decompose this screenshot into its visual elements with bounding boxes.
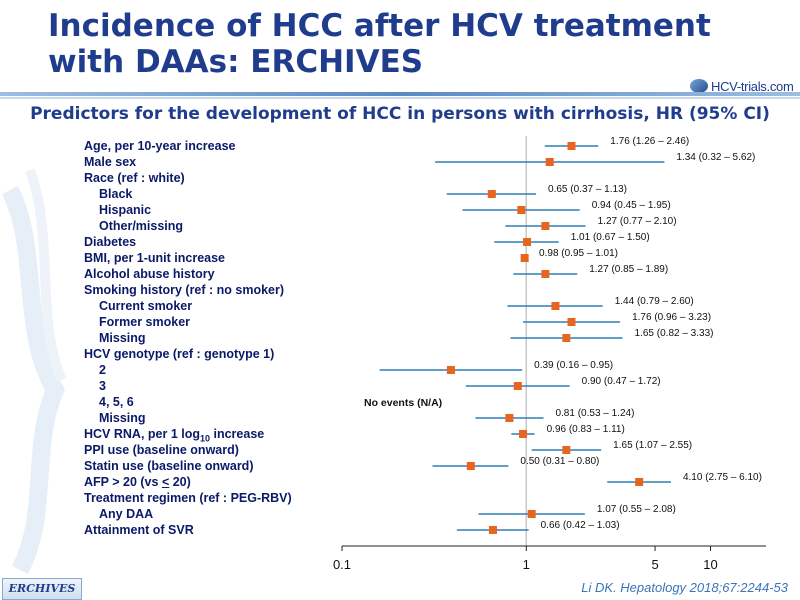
logo-icon (690, 79, 708, 93)
study-badge: ERCHIVES (2, 578, 82, 600)
logo-text: HCV-trials.com (711, 78, 794, 94)
hr-value-label: 1.01 (0.67 – 1.50) (571, 232, 650, 243)
row-label: PPI use (baseline onward) (84, 443, 239, 457)
hr-value-label: 4.10 (2.75 – 6.10) (683, 472, 762, 483)
row-label: Male sex (84, 155, 137, 169)
hr-marker (518, 430, 527, 438)
hr-value-label: 0.90 (0.47 – 1.72) (582, 376, 661, 387)
header-divider (0, 92, 800, 96)
row-label: HCV RNA, per 1 log10 increase (84, 427, 265, 444)
hr-marker (513, 382, 522, 390)
background-watermark-icon (1, 168, 67, 575)
hr-value-label: 0.81 (0.53 – 1.24) (555, 408, 634, 419)
hr-marker (545, 158, 554, 166)
hr-value-label: 1.27 (0.85 – 1.89) (589, 264, 668, 275)
row-label: BMI, per 1-unit increase (84, 251, 226, 265)
row-label: Race (ref : white) (84, 171, 185, 185)
row-label: AFP > 20 (vs < 20) (84, 475, 191, 489)
hr-value-label: 0.94 (0.45 – 1.95) (592, 200, 671, 211)
hr-marker (523, 238, 532, 246)
hr-value-label: 1.07 (0.55 – 2.08) (597, 504, 676, 515)
slide-title: Incidence of HCC after HCV treatment wit… (48, 8, 711, 80)
chart-subtitle: Predictors for the development of HCC in… (30, 104, 770, 124)
hr-marker (541, 222, 550, 230)
hr-marker (562, 446, 571, 454)
row-label: Attainment of SVR (84, 523, 194, 537)
source-citation: Li DK. Hepatology 2018;67:2244-53 (581, 580, 788, 595)
no-events-label: No events (N/A) (364, 397, 442, 409)
hr-value-label: 0.39 (0.16 – 0.95) (534, 360, 613, 371)
hr-marker (446, 366, 455, 374)
hr-marker (489, 526, 498, 534)
row-label: Other/missing (99, 219, 184, 233)
hr-marker (567, 142, 576, 150)
row-label: Missing (99, 331, 146, 345)
row-label: Age, per 10-year increase (84, 139, 236, 153)
hr-marker (551, 302, 560, 310)
row-label: Hispanic (99, 203, 152, 217)
row-label: Treatment regimen (ref : PEG-RBV) (84, 491, 292, 505)
x-tick-label: 1 (523, 557, 530, 572)
hr-value-label: 1.76 (1.26 – 2.46) (610, 136, 689, 147)
hr-marker (541, 270, 550, 278)
row-label: Smoking history (ref : no smoker) (84, 283, 285, 297)
hr-marker (562, 334, 571, 342)
x-tick-label: 5 (651, 557, 658, 572)
hr-value-label: 1.65 (0.82 – 3.33) (635, 328, 714, 339)
hr-marker (517, 206, 526, 214)
row-label: Alcohol abuse history (84, 267, 215, 281)
hr-marker (567, 318, 576, 326)
hr-value-label: 1.65 (1.07 – 2.55) (613, 440, 692, 451)
row-label: 2 (99, 363, 106, 377)
hr-marker (466, 462, 475, 470)
hcv-trials-logo[interactable]: HCV-trials.com (690, 76, 794, 96)
row-label: Black (99, 187, 133, 201)
hr-value-label: 1.44 (0.79 – 2.60) (615, 296, 694, 307)
row-label: 3 (99, 379, 106, 393)
header-divider-thin (0, 97, 800, 99)
hr-value-label: 0.98 (0.95 – 1.01) (539, 248, 618, 259)
hr-value-label: 1.34 (0.32 – 5.62) (676, 152, 755, 163)
hr-value-label: 1.27 (0.77 – 2.10) (598, 216, 677, 227)
hr-value-label: 0.96 (0.83 – 1.11) (547, 424, 625, 435)
hr-marker (505, 414, 514, 422)
hr-marker (635, 478, 644, 486)
row-label: Former smoker (99, 315, 191, 329)
x-tick-label: 0.1 (333, 557, 351, 572)
row-label: Statin use (baseline onward) (84, 459, 254, 473)
row-label: Any DAA (99, 507, 154, 521)
hr-value-label: 1.76 (0.96 – 3.23) (632, 312, 711, 323)
hr-value-label: 0.50 (0.31 – 0.80) (520, 456, 599, 467)
row-label: Current smoker (99, 299, 193, 313)
row-label: Missing (99, 411, 146, 425)
x-tick-label: 10 (703, 557, 717, 572)
hr-value-label: 0.66 (0.42 – 1.03) (541, 520, 620, 531)
row-label: 4, 5, 6 (99, 395, 134, 409)
hr-marker (487, 190, 496, 198)
hr-marker (527, 510, 536, 518)
hr-marker (520, 254, 529, 262)
row-label: Diabetes (84, 235, 137, 249)
hr-value-label: 0.65 (0.37 – 1.13) (548, 184, 627, 195)
row-label: HCV genotype (ref : genotype 1) (84, 347, 275, 361)
